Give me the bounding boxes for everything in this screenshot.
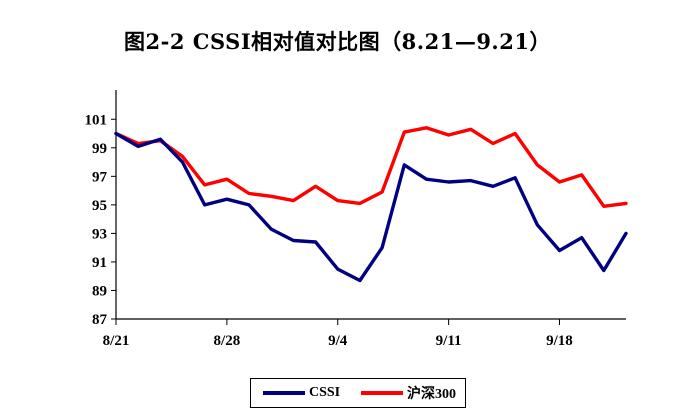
legend: CSSI 沪深300 <box>250 378 466 408</box>
chart-title: 图2-2 CSSI相对值对比图（8.21—9.21） <box>124 29 551 54</box>
series-line-hs300 <box>114 126 628 209</box>
legend-label-hs300: 沪深300 <box>407 387 456 402</box>
series-line-cssi <box>114 131 628 283</box>
legend-item-cssi: CSSI <box>263 379 340 407</box>
x-tick-label: 8/28 <box>214 333 241 349</box>
y-tick-label: 101 <box>85 112 108 128</box>
legend-swatch-cssi <box>263 391 305 395</box>
legend-item-hs300: 沪深300 <box>361 379 456 407</box>
y-tick-label: 97 <box>92 169 108 185</box>
y-tick-label: 95 <box>92 198 107 214</box>
y-tick-label: 99 <box>92 141 107 157</box>
y-tick-label: 93 <box>92 226 107 242</box>
y-tick-label: 89 <box>92 283 107 299</box>
legend-label-cssi: CSSI <box>309 385 341 400</box>
x-tick-label: 8/21 <box>103 333 130 349</box>
y-tick-label: 87 <box>92 312 108 328</box>
x-tick-label: 9/11 <box>436 333 462 349</box>
x-tick-label: 9/4 <box>328 333 348 349</box>
legend-swatch-hs300 <box>361 391 403 395</box>
y-tick-label: 91 <box>92 255 107 271</box>
x-tick-label: 9/18 <box>546 333 573 349</box>
